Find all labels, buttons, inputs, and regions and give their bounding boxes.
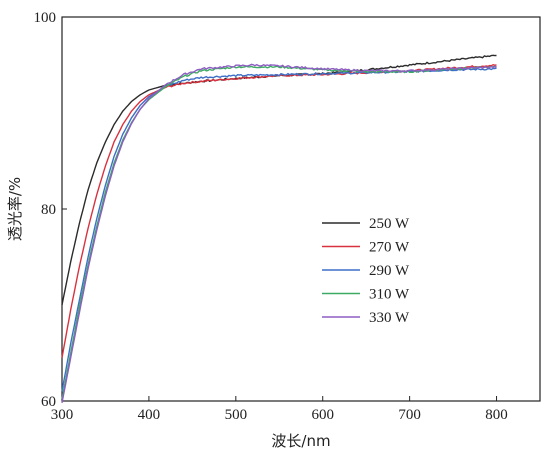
- legend-label: 250 W: [369, 216, 410, 232]
- series-lines: [61, 54, 497, 404]
- series-line-290w: [61, 67, 497, 392]
- x-tick-label: 800: [485, 407, 508, 423]
- legend-label: 310 W: [369, 287, 410, 303]
- y-tick-label: 100: [34, 10, 57, 26]
- series-line-250w: [61, 54, 497, 306]
- legend-label: 270 W: [369, 240, 410, 256]
- x-tick-label: 300: [51, 407, 74, 423]
- x-axis-title: 波长/nm: [271, 432, 330, 450]
- x-tick-label: 600: [311, 407, 334, 423]
- x-tick-label: 700: [398, 407, 421, 423]
- y-tick-label: 80: [41, 202, 56, 218]
- y-axis-title: 透光率/%: [6, 177, 24, 241]
- legend-label: 330 W: [369, 310, 410, 326]
- axis-ticks: 300 400 500 600 700 800 60 80 100: [34, 10, 508, 423]
- series-line-310w: [61, 65, 497, 400]
- x-tick-label: 500: [225, 407, 248, 423]
- series-line-330w: [61, 63, 497, 404]
- series-line-270w: [61, 63, 497, 358]
- x-tick-label: 400: [138, 407, 161, 423]
- y-tick-label: 60: [41, 394, 56, 410]
- legend-label: 290 W: [369, 263, 410, 279]
- legend: 250 W 270 W 290 W 310 W 330 W: [322, 216, 410, 326]
